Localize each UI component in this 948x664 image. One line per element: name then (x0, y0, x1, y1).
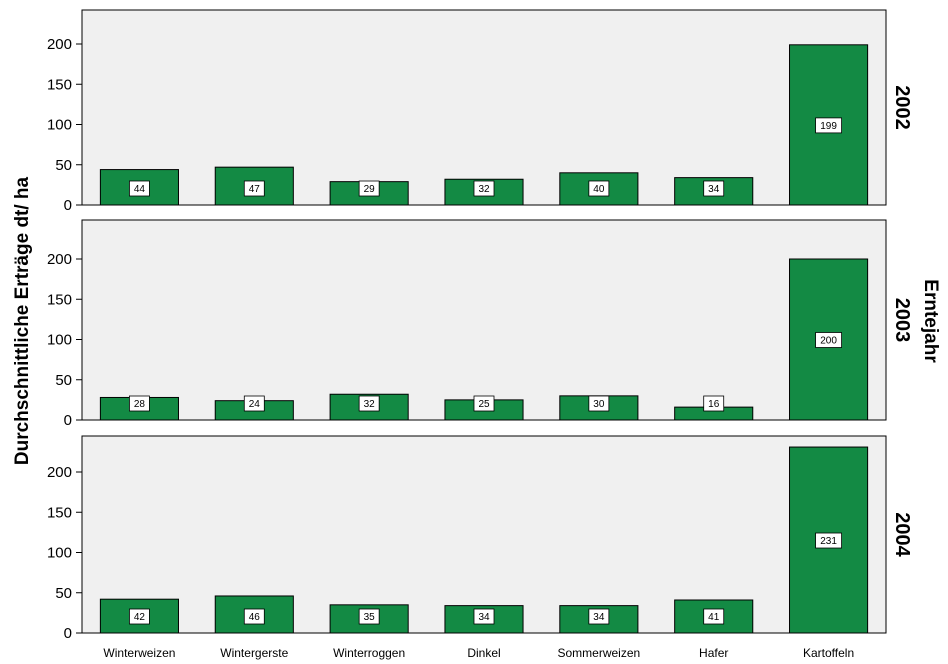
data-label: 34 (708, 184, 720, 195)
y-axis-title: Durchschnittliche Erträge dt/ ha (12, 176, 33, 465)
data-label-box (358, 608, 380, 625)
y-tick-label: 50 (55, 585, 72, 602)
panel-label: 2002 (891, 85, 913, 130)
data-label-box (129, 395, 150, 412)
data-label: 32 (478, 184, 490, 195)
y-tick-label: 200 (47, 251, 72, 268)
data-label: 231 (820, 536, 837, 547)
data-label-box (815, 332, 842, 348)
data-label: 44 (134, 184, 146, 195)
panel-2002: 0 50 100 150 200 44 47 29 32 40 34 199 2002 (47, 9, 913, 214)
panel-frame (81, 9, 887, 206)
data-label-box (703, 180, 725, 197)
y-tick-label: 150 (47, 504, 72, 521)
panel-2004: 0 50 100 150 200 42 46 35 34 34 41 231 2004 (47, 435, 913, 642)
data-label: 200 (820, 336, 837, 347)
data-label-box (243, 395, 265, 412)
data-label-box (588, 180, 610, 197)
panel-frame (81, 219, 887, 421)
data-label-box (703, 608, 725, 625)
y-tick-label: 150 (47, 76, 72, 93)
data-label-box (473, 395, 495, 412)
panel-2003: 0 50 100 150 200 28 24 32 25 30 16 200 2003 (47, 219, 913, 429)
facet-axis-title: Erntejahr (920, 279, 941, 363)
data-label: 34 (478, 612, 490, 623)
data-label: 199 (820, 121, 837, 132)
y-tick-label: 50 (55, 372, 72, 389)
data-label-box (358, 180, 380, 197)
data-label: 40 (593, 184, 605, 195)
y-tick-label: 200 (47, 36, 72, 53)
x-tick-label: Wintergerste (220, 646, 288, 660)
data-label-box (243, 180, 265, 197)
data-label: 46 (249, 612, 261, 623)
data-label-box (815, 117, 842, 134)
panel-label: 2004 (891, 512, 913, 557)
x-tick-label: Winterweizen (103, 646, 175, 660)
y-tick-label: 100 (47, 117, 72, 134)
x-tick-label: Winterroggen (333, 646, 405, 660)
data-label: 42 (134, 612, 146, 623)
data-label: 41 (708, 612, 720, 623)
data-label: 34 (593, 612, 605, 623)
y-tick-label: 0 (64, 197, 72, 214)
chart-panels: 0 50 100 150 200 44 47 29 32 40 34 199 2002 0 50 100 150… (47, 9, 913, 642)
x-tick-label: Hafer (699, 646, 728, 660)
data-label: 29 (364, 184, 376, 195)
x-axis-tick-labels: Winterweizen Wintergerste Winterroggen Dink… (103, 646, 854, 660)
y-tick-label: 200 (47, 464, 72, 481)
panel-label: 2003 (891, 298, 913, 343)
data-label: 25 (478, 399, 490, 410)
data-label-box (473, 608, 495, 625)
data-label-box (473, 180, 495, 197)
data-label: 30 (593, 399, 605, 410)
y-tick-label: 0 (64, 412, 72, 429)
y-tick-label: 0 (64, 625, 72, 642)
data-label-box (129, 180, 150, 197)
data-label-box (129, 608, 150, 625)
data-label-box (588, 395, 610, 412)
panel-frame (81, 435, 887, 634)
x-tick-label: Dinkel (467, 646, 500, 660)
data-label-box (358, 395, 380, 412)
data-label: 47 (249, 184, 261, 195)
data-label: 28 (134, 399, 146, 410)
y-tick-label: 50 (55, 157, 72, 174)
y-tick-label: 100 (47, 545, 72, 562)
data-label-box (703, 395, 725, 412)
y-tick-label: 100 (47, 332, 72, 349)
data-label: 24 (249, 399, 261, 410)
y-tick-label: 150 (47, 291, 72, 308)
data-label: 35 (364, 612, 376, 623)
data-label: 32 (364, 399, 376, 410)
data-label-box (815, 532, 842, 549)
x-tick-label: Kartoffeln (803, 646, 854, 660)
data-label-box (588, 608, 610, 625)
data-label-box (243, 608, 265, 625)
data-label: 16 (708, 399, 720, 410)
x-tick-label: Sommerweizen (558, 646, 641, 660)
